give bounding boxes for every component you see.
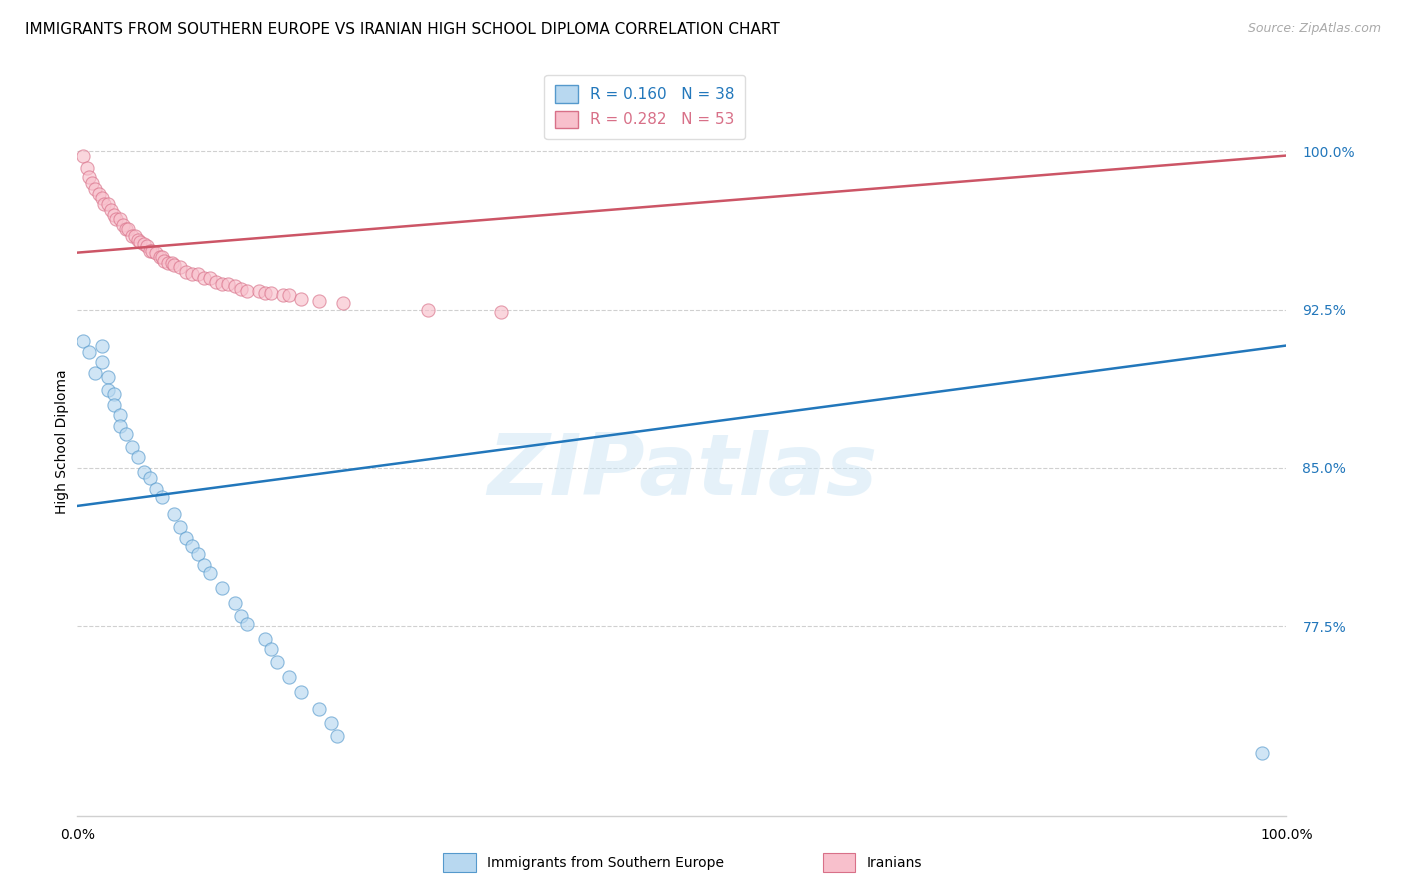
Point xyxy=(271,288,294,302)
Point xyxy=(103,387,125,401)
Point xyxy=(79,169,101,184)
Point xyxy=(96,383,118,397)
Point xyxy=(332,296,354,310)
Point xyxy=(416,302,439,317)
Point xyxy=(108,418,131,433)
Point xyxy=(235,617,257,632)
Point xyxy=(145,245,167,260)
Point xyxy=(112,218,135,232)
Point xyxy=(90,191,112,205)
Point xyxy=(121,440,143,454)
Text: Iranians: Iranians xyxy=(866,855,922,870)
Point xyxy=(114,427,136,442)
Point xyxy=(139,471,162,485)
Point xyxy=(260,285,283,300)
Point xyxy=(235,284,257,298)
Point xyxy=(260,642,283,657)
Point xyxy=(205,275,228,289)
Point xyxy=(117,222,139,236)
Y-axis label: High School Diploma: High School Diploma xyxy=(55,369,69,514)
Point xyxy=(103,398,125,412)
Point xyxy=(181,539,204,553)
Point xyxy=(108,211,131,226)
Point xyxy=(326,729,349,743)
Point xyxy=(103,208,125,222)
Point xyxy=(229,608,252,623)
Point xyxy=(163,508,186,522)
Text: IMMIGRANTS FROM SOUTHERN EUROPE VS IRANIAN HIGH SCHOOL DIPLOMA CORRELATION CHART: IMMIGRANTS FROM SOUTHERN EUROPE VS IRANI… xyxy=(25,22,780,37)
Point xyxy=(1251,746,1274,760)
Point xyxy=(96,370,118,384)
Point xyxy=(153,254,176,268)
Point xyxy=(132,465,155,479)
Point xyxy=(187,548,209,562)
Point xyxy=(136,239,159,253)
Point xyxy=(290,292,312,306)
Point xyxy=(124,228,146,243)
Point xyxy=(127,450,149,465)
Point xyxy=(278,288,301,302)
Point xyxy=(253,285,276,300)
Legend: R = 0.160   N = 38, R = 0.282   N = 53: R = 0.160 N = 38, R = 0.282 N = 53 xyxy=(544,75,745,139)
Point xyxy=(141,244,163,258)
Point xyxy=(229,281,252,295)
Point xyxy=(193,271,215,285)
Point xyxy=(278,670,301,684)
Point xyxy=(200,566,222,581)
Point xyxy=(100,203,122,218)
Point xyxy=(211,277,233,292)
Text: ZIPatlas: ZIPatlas xyxy=(486,430,877,513)
Point xyxy=(266,655,288,669)
Point xyxy=(80,176,103,190)
Point xyxy=(211,581,233,595)
Point xyxy=(193,558,215,572)
Point xyxy=(169,520,191,534)
Point xyxy=(145,482,167,496)
Point xyxy=(181,267,204,281)
Point xyxy=(308,294,330,309)
Point xyxy=(105,211,128,226)
Point xyxy=(93,197,115,211)
Point xyxy=(157,256,180,270)
Point xyxy=(150,250,173,264)
Point xyxy=(87,186,110,201)
Point xyxy=(108,408,131,422)
Point xyxy=(187,267,209,281)
Point xyxy=(90,355,112,369)
Point xyxy=(132,237,155,252)
Text: Immigrants from Southern Europe: Immigrants from Southern Europe xyxy=(486,855,724,870)
Point xyxy=(174,531,197,545)
Point xyxy=(121,228,143,243)
Point xyxy=(247,284,270,298)
Point xyxy=(489,304,512,318)
Point xyxy=(84,366,107,380)
Point xyxy=(308,701,330,715)
Point xyxy=(79,344,101,359)
Point xyxy=(114,222,136,236)
Point xyxy=(90,338,112,352)
Point xyxy=(139,244,162,258)
Point xyxy=(163,258,186,272)
Point xyxy=(290,684,312,698)
Point xyxy=(76,161,98,176)
Point xyxy=(72,148,94,162)
Point xyxy=(129,235,152,249)
Text: Source: ZipAtlas.com: Source: ZipAtlas.com xyxy=(1247,22,1381,36)
Point xyxy=(84,182,107,196)
Point xyxy=(148,250,170,264)
Point xyxy=(224,279,246,293)
Point xyxy=(321,716,343,731)
Point xyxy=(218,277,240,292)
Point xyxy=(160,256,183,270)
Point xyxy=(96,197,118,211)
Point xyxy=(169,260,191,275)
Point xyxy=(200,271,222,285)
Point xyxy=(150,491,173,505)
Point xyxy=(127,233,149,247)
Point xyxy=(224,596,246,610)
Point xyxy=(72,334,94,349)
Point xyxy=(253,632,276,646)
Point xyxy=(174,265,197,279)
